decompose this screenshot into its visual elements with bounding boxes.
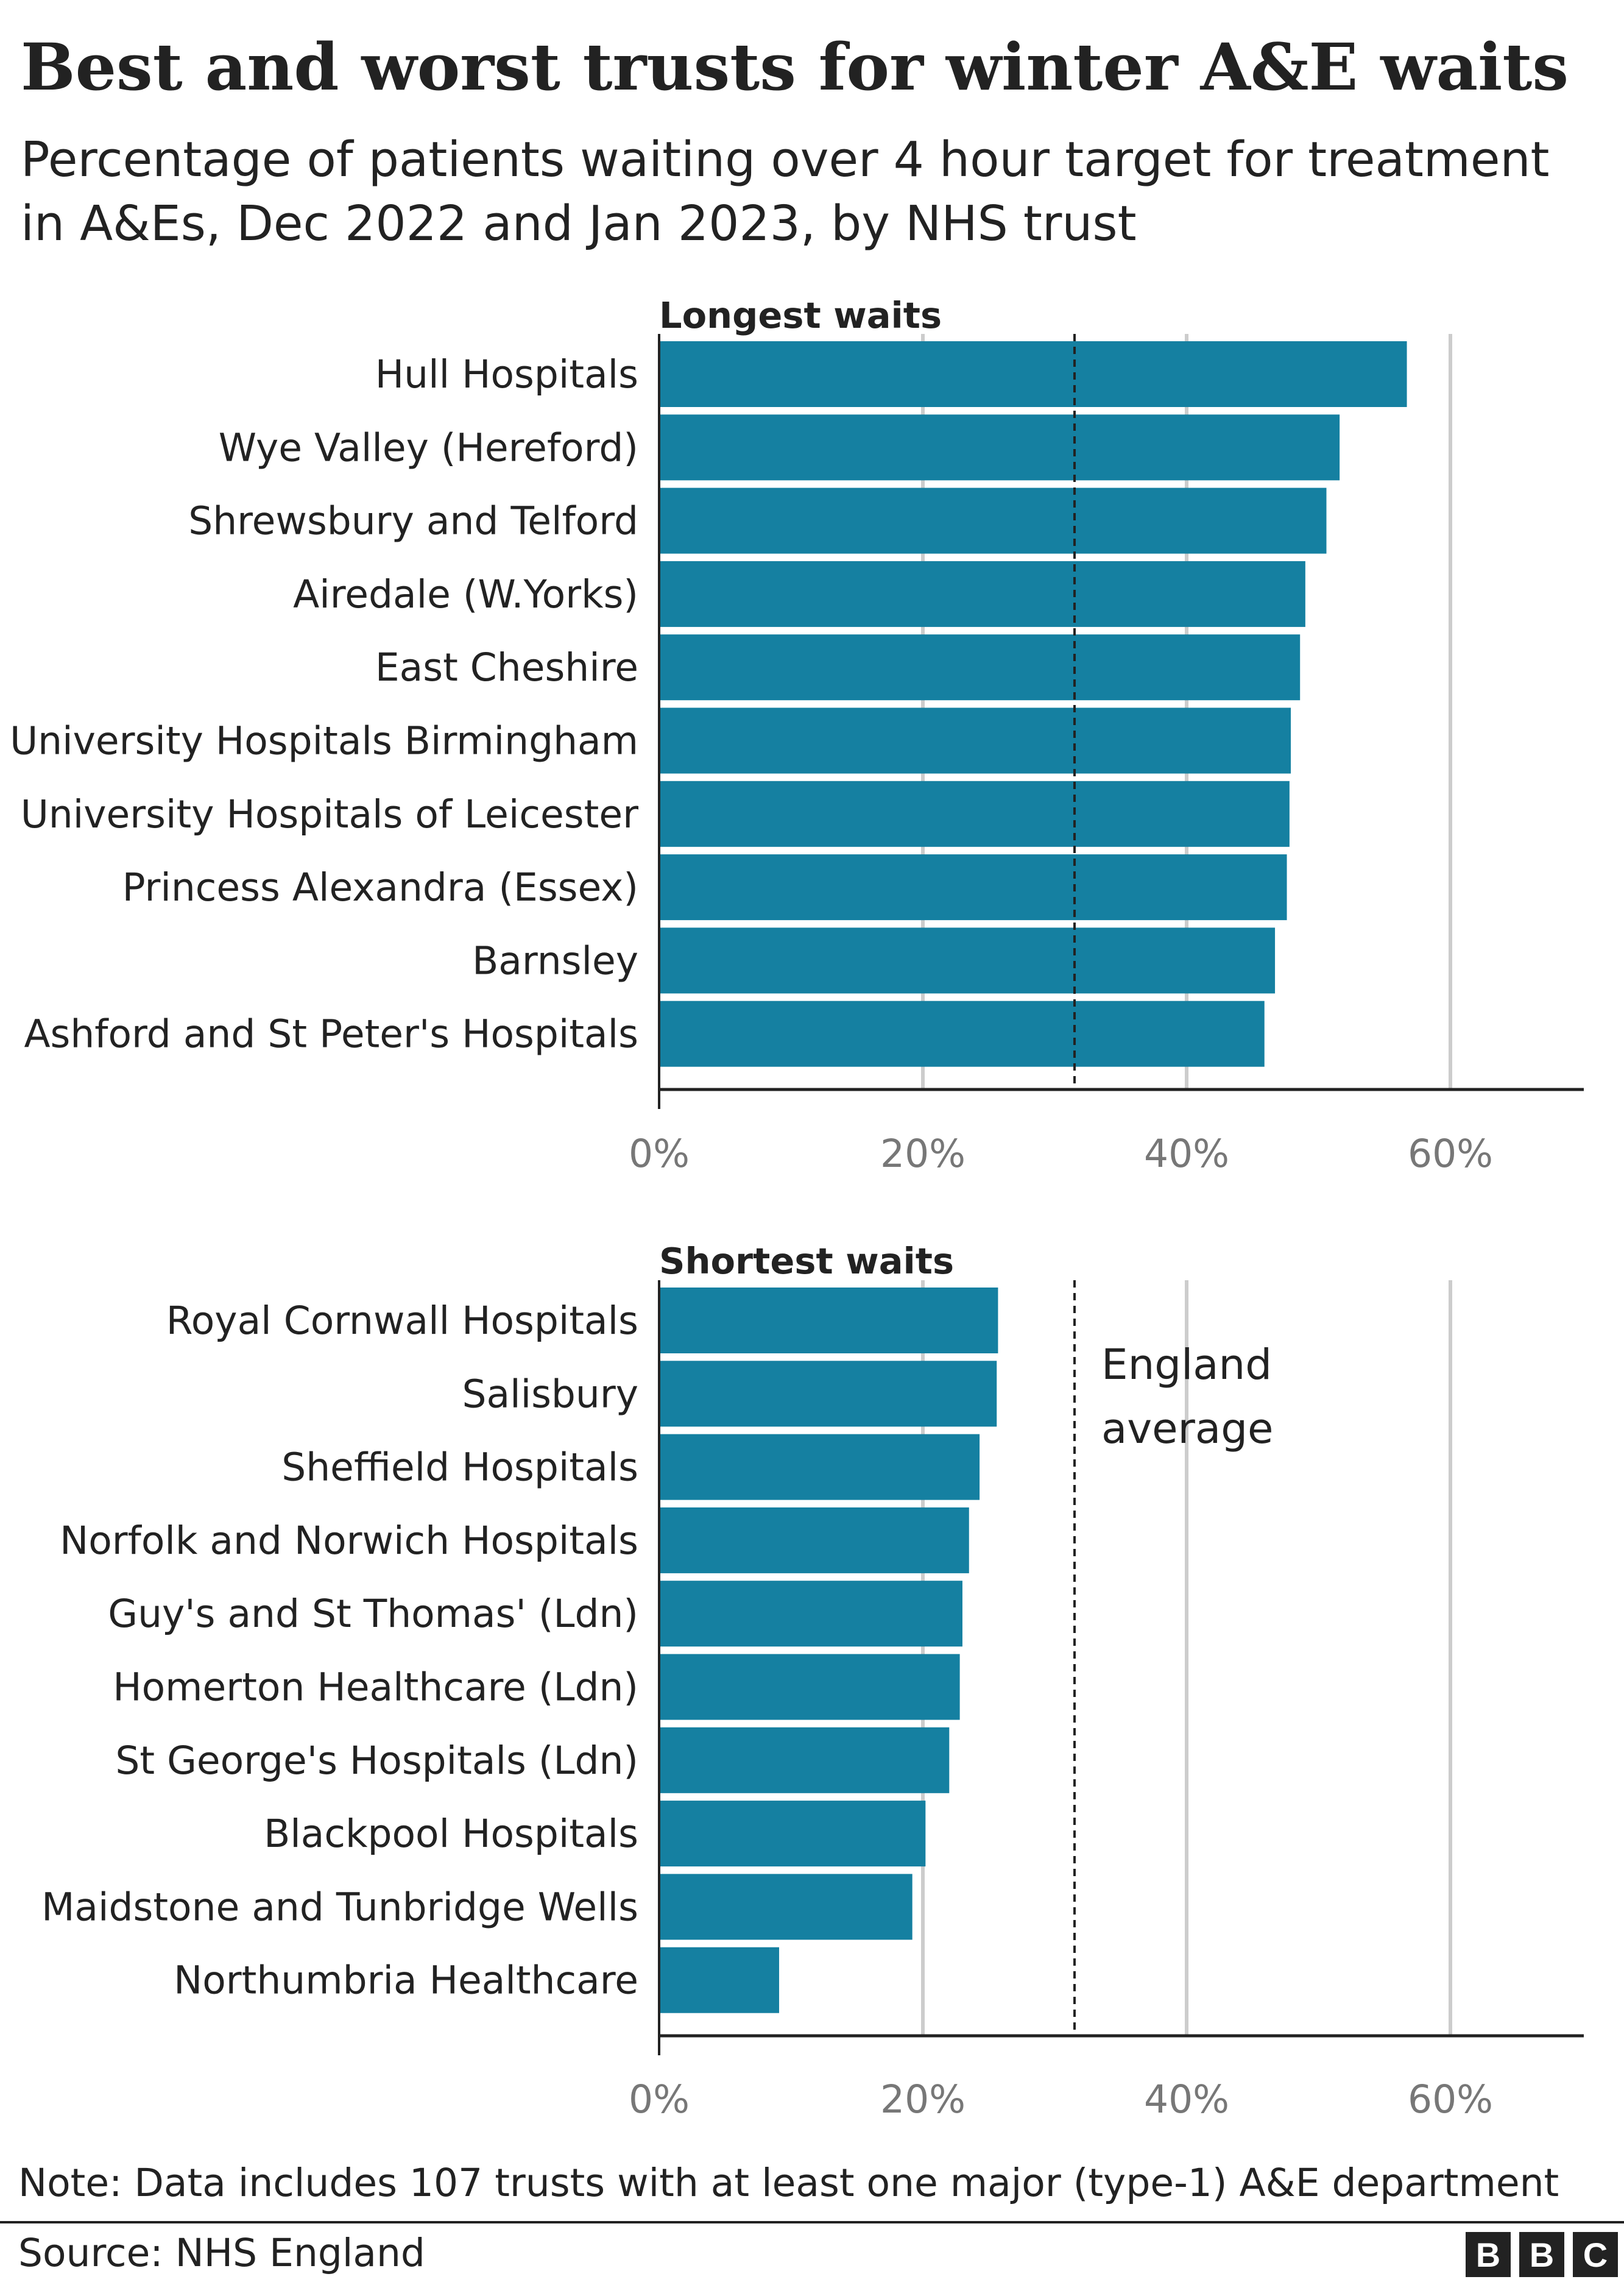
x-tick-label: 0% bbox=[629, 1132, 690, 1176]
bbc-logo-letter-3: C bbox=[1573, 2232, 1618, 2277]
bar bbox=[659, 1507, 969, 1573]
england-average-label: England bbox=[1101, 1341, 1272, 1389]
category-label: Hull Hospitals bbox=[375, 352, 638, 397]
category-label: Blackpool Hospitals bbox=[264, 1812, 638, 1856]
bar bbox=[659, 1361, 997, 1427]
longest-waits-panel-title: Longest waits bbox=[659, 294, 942, 336]
category-label: Royal Cornwall Hospitals bbox=[166, 1298, 638, 1343]
bar bbox=[659, 341, 1407, 407]
chart-subtitle: Percentage of patients waiting over 4 ho… bbox=[21, 132, 1550, 252]
bar bbox=[659, 707, 1291, 774]
category-label: Wye Valley (Hereford) bbox=[219, 425, 638, 470]
category-label: East Cheshire bbox=[375, 645, 638, 690]
x-tick-label: 60% bbox=[1408, 2077, 1493, 2122]
england-average-label: average bbox=[1101, 1405, 1273, 1453]
chart-title: Best and worst trusts for winter A&E wai… bbox=[21, 29, 1569, 105]
bar bbox=[659, 927, 1276, 994]
footnote: Note: Data includes 107 trusts with at l… bbox=[18, 2161, 1559, 2205]
source-credit: Source: NHS England bbox=[18, 2231, 425, 2275]
category-label: Barnsley bbox=[472, 938, 638, 983]
x-tick-label: 0% bbox=[629, 2077, 690, 2122]
category-label: Sheffield Hospitals bbox=[281, 1445, 638, 1490]
x-tick-label: 20% bbox=[880, 2077, 966, 2122]
x-tick-label: 40% bbox=[1144, 1132, 1229, 1176]
category-label: Maidstone and Tunbridge Wells bbox=[41, 1885, 638, 1929]
bar bbox=[659, 1581, 962, 1647]
category-label: University Hospitals Birmingham bbox=[10, 719, 638, 763]
footer-divider bbox=[0, 2221, 1624, 2223]
bar bbox=[659, 414, 1340, 481]
x-tick-label: 20% bbox=[880, 1132, 966, 1176]
bar bbox=[659, 1288, 998, 1353]
category-label: St George's Hospitals (Ldn) bbox=[115, 1738, 638, 1783]
category-label: Homerton Healthcare (Ldn) bbox=[113, 1665, 638, 1710]
bbc-logo-letter-2: B bbox=[1519, 2232, 1564, 2277]
bar bbox=[659, 634, 1301, 701]
category-label: Northumbria Healthcare bbox=[174, 1958, 638, 2003]
category-label: Norfolk and Norwich Hospitals bbox=[60, 1518, 638, 1563]
bar bbox=[659, 487, 1327, 554]
bar bbox=[659, 561, 1305, 627]
category-label: Princess Alexandra (Essex) bbox=[122, 865, 638, 910]
bar bbox=[659, 781, 1290, 847]
category-label: Ashford and St Peter's Hospitals bbox=[24, 1012, 638, 1057]
bar bbox=[659, 1654, 960, 1720]
shortest-waits-panel-title: Shortest waits bbox=[659, 1240, 954, 1282]
x-tick-label: 40% bbox=[1144, 2077, 1229, 2122]
bbc-logo: B B C bbox=[1466, 2232, 1618, 2277]
bar bbox=[659, 1947, 780, 2013]
category-label: Shrewsbury and Telford bbox=[188, 499, 638, 544]
bbc-logo-letter-1: B bbox=[1466, 2232, 1511, 2277]
category-label: Guy's and St Thomas' (Ldn) bbox=[108, 1592, 638, 1636]
bar bbox=[659, 1434, 980, 1500]
bar bbox=[659, 1874, 913, 1940]
bar bbox=[659, 1801, 926, 1867]
x-tick-label: 60% bbox=[1408, 1132, 1493, 1176]
category-label: University Hospitals of Leicester bbox=[21, 792, 638, 837]
bar bbox=[659, 854, 1287, 921]
category-label: Airedale (W.Yorks) bbox=[293, 572, 638, 617]
bar bbox=[659, 1727, 950, 1793]
category-label: Salisbury bbox=[462, 1372, 638, 1416]
bar bbox=[659, 1001, 1265, 1067]
bar-charts: Longest waits Hull Hospitals Wye Valley (H… bbox=[10, 294, 1584, 2122]
